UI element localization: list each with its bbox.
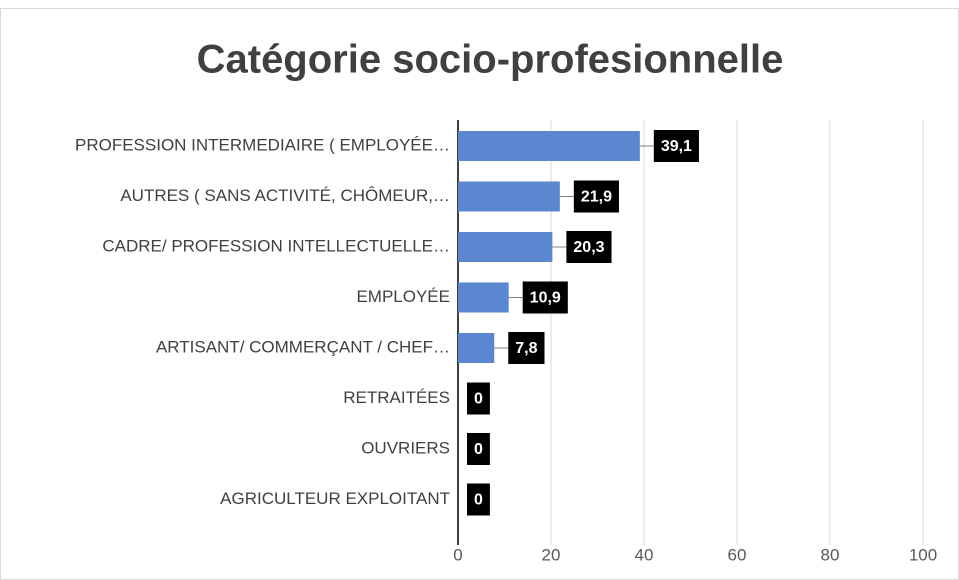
y-tick-label: AUTRES ( SANS ACTIVITÉ, CHÔMEUR,… <box>120 186 450 205</box>
bar <box>458 282 509 313</box>
y-tick-label: RETRAITÉES <box>343 388 450 407</box>
data-label: 21,9 <box>581 189 612 206</box>
x-tick-label: 40 <box>635 545 654 564</box>
x-tick-label: 100 <box>909 545 937 564</box>
y-tick-label: ARTISANT/ COMMERÇANT / CHEF… <box>156 337 450 356</box>
data-label: 20,3 <box>573 239 604 256</box>
data-label-box <box>566 231 612 263</box>
bar <box>458 232 553 262</box>
data-label: 0 <box>474 391 483 408</box>
y-tick-label: CADRE/ PROFESSION INTELLECTUELLE… <box>102 236 450 255</box>
data-label: 0 <box>474 492 483 509</box>
data-label-box <box>467 382 490 415</box>
y-tick-label: EMPLOYÉE <box>356 287 450 306</box>
data-label-box <box>573 180 619 213</box>
data-label-box <box>467 433 490 465</box>
data-label: 0 <box>474 441 483 458</box>
data-label-box <box>653 130 699 162</box>
data-label-box <box>508 332 545 364</box>
chart-title: Catégorie socio-profesionnelle <box>197 38 784 82</box>
x-tick-label: 80 <box>821 545 840 564</box>
bar <box>458 333 495 363</box>
x-tick-label: 60 <box>728 545 747 564</box>
y-tick-label: PROFESSION INTERMEDIAIRE ( EMPLOYÉE… <box>75 135 450 154</box>
y-tick-label: OUVRIERS <box>361 438 450 457</box>
data-label-box <box>467 483 490 516</box>
data-label: 7,8 <box>515 340 537 357</box>
data-label-box <box>522 281 568 314</box>
data-label: 39,1 <box>661 138 692 155</box>
bar <box>458 181 560 212</box>
x-tick-label: 20 <box>542 545 561 564</box>
data-label: 10,9 <box>530 290 561 307</box>
x-tick-label: 0 <box>453 545 462 564</box>
bar <box>458 131 640 161</box>
y-tick-label: AGRICULTEUR EXPLOITANT <box>220 489 450 508</box>
